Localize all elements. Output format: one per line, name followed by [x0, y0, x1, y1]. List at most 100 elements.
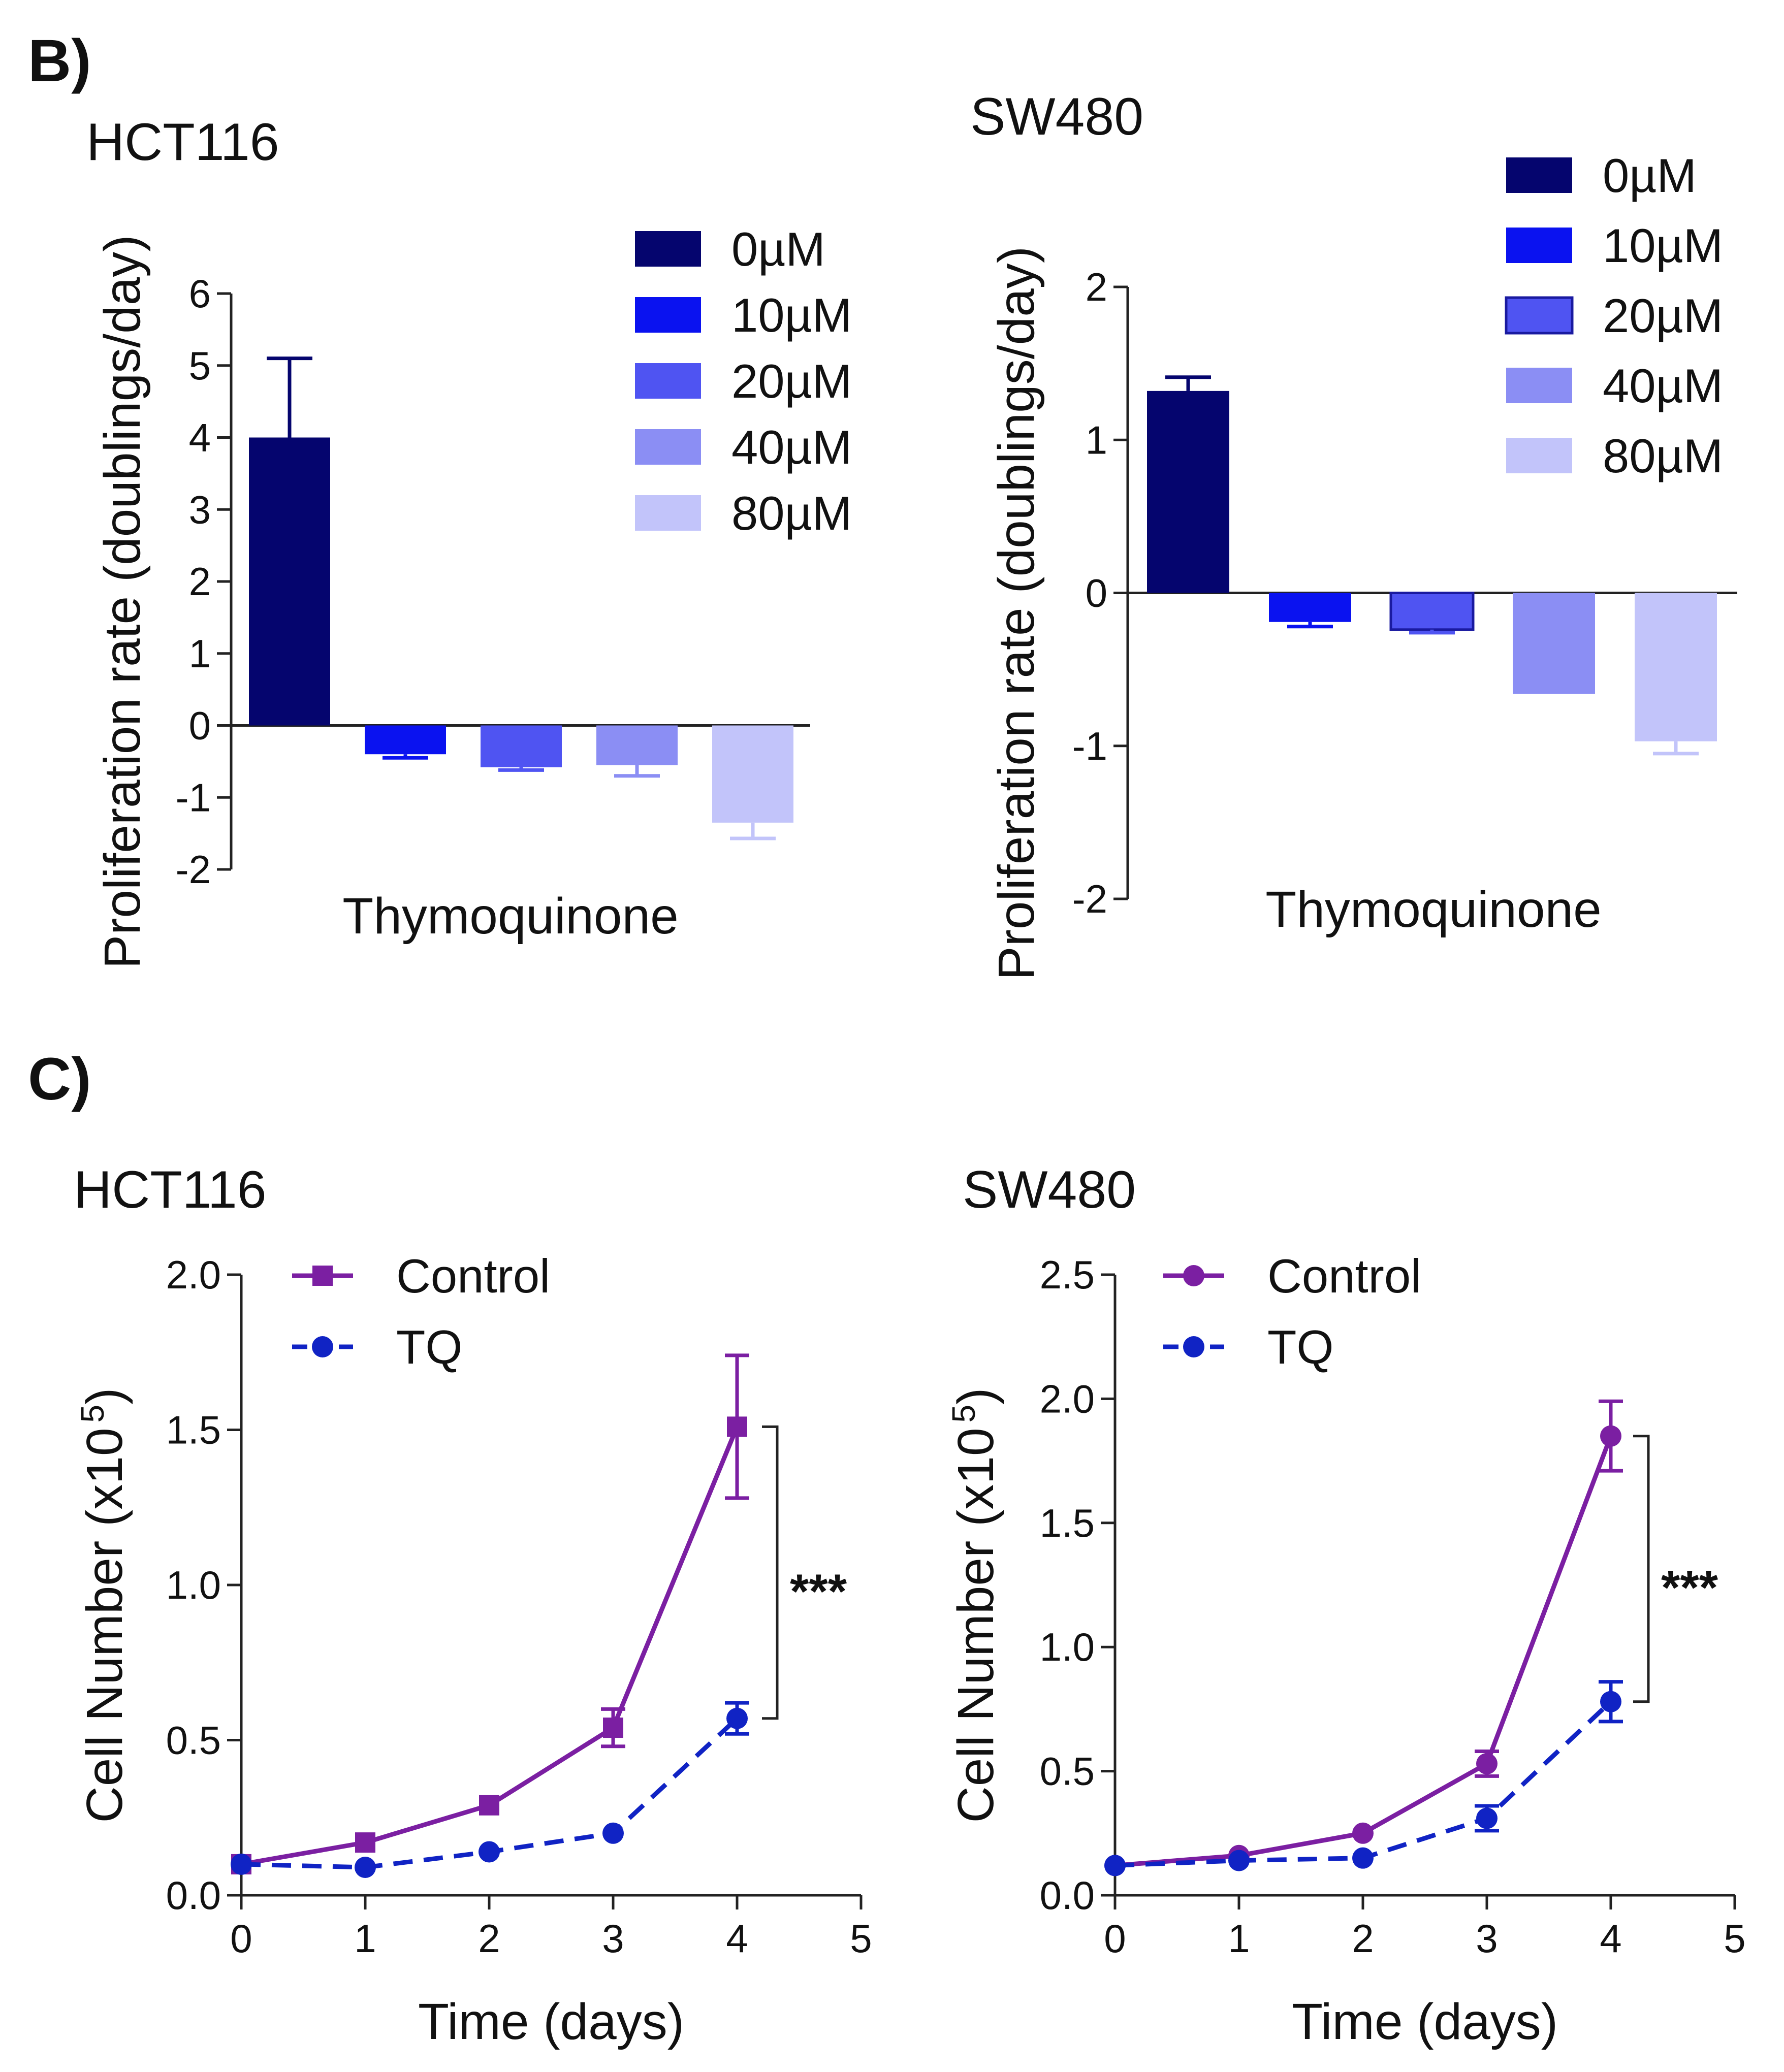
- panel-b-letter: B): [28, 27, 91, 94]
- y-tick-label: 2.0: [1040, 1376, 1095, 1421]
- x-tick-label: 2: [1352, 1916, 1374, 1961]
- legend-swatch: [635, 363, 701, 399]
- legend-swatch: [1506, 368, 1572, 403]
- x-axis-label: Thymoquinone: [342, 888, 679, 945]
- y-tick-label: 1.5: [1040, 1501, 1095, 1545]
- x-axis-label: Time (days): [418, 1993, 684, 2050]
- legend-swatch: [1506, 228, 1572, 263]
- y-axis-label-exponent: 5: [945, 1405, 982, 1423]
- y-axis-label-close: ): [947, 1388, 1004, 1405]
- tq-data-point: [1352, 1847, 1374, 1869]
- control-data-point: [603, 1718, 623, 1738]
- legend-swatch: [635, 297, 701, 333]
- y-axis-label: Proliferation rate (doublings/day): [94, 235, 151, 968]
- x-tick-label: 0: [230, 1916, 252, 1961]
- significance-bracket: [762, 1425, 779, 1720]
- legend-label: TQ: [396, 1320, 463, 1374]
- legend-swatch: [635, 495, 701, 531]
- control-data-point: [479, 1795, 499, 1816]
- chart-title: HCT116: [86, 113, 279, 172]
- x-tick-label: 5: [850, 1916, 872, 1961]
- legend-label: 0µM: [1603, 149, 1697, 202]
- control-series-line: [1114, 1435, 1613, 1868]
- y-axis-label: Proliferation rate (doublings/day): [988, 246, 1045, 980]
- y-tick-label: 1.5: [166, 1408, 221, 1452]
- legend-swatch: [635, 429, 701, 465]
- tq-data-point: [1104, 1855, 1126, 1876]
- legend-swatch: [1506, 438, 1572, 473]
- legend-label: 20µM: [1603, 289, 1723, 342]
- x-tick-label: 1: [1228, 1916, 1250, 1961]
- y-tick-label: 1.0: [1040, 1625, 1095, 1669]
- x-axis-label: Thymoquinone: [1265, 881, 1602, 938]
- y-axis-label: Cell Number (x10 5): [74, 1388, 133, 1823]
- bar: [1635, 593, 1717, 741]
- legend-label: 80µM: [731, 487, 852, 540]
- chart-title: SW480: [970, 87, 1143, 146]
- legend-label: 0µM: [731, 222, 825, 276]
- y-tick-label: 0.0: [166, 1873, 221, 1918]
- control-data-point: [1600, 1425, 1621, 1447]
- tq-data-point: [1600, 1691, 1621, 1712]
- y-tick-label: 1: [1086, 417, 1107, 462]
- x-tick-label: 0: [1104, 1916, 1126, 1961]
- y-tick-label: 2: [1086, 265, 1107, 309]
- legend-swatch: [635, 231, 701, 267]
- hct116-proliferation-bar-chart: HCT116 -2 -1 0 1 2 3 4 5 6 Proliferation rate (dou…: [86, 113, 852, 969]
- y-tick-label: 2: [189, 559, 211, 604]
- bar: [365, 725, 446, 755]
- control-data-point: [1352, 1822, 1374, 1844]
- tq-data-point: [479, 1841, 500, 1863]
- legend-marker: [1183, 1336, 1204, 1357]
- control-data-point: [355, 1832, 375, 1853]
- y-tick-label: 0.5: [166, 1718, 221, 1763]
- legend-label: 40µM: [1603, 359, 1723, 412]
- legend-label: 10µM: [1603, 219, 1723, 272]
- legend-label: 20µM: [731, 354, 852, 408]
- y-tick-label: 5: [189, 343, 211, 388]
- y-tick-label: 1.0: [166, 1563, 221, 1607]
- y-axis-label: Cell Number (x10 5): [945, 1388, 1004, 1823]
- chart-title: HCT116: [74, 1160, 267, 1219]
- tq-data-point: [355, 1857, 376, 1879]
- legend-label: Control: [396, 1249, 550, 1303]
- bar: [1513, 593, 1595, 694]
- control-data-point: [1476, 1753, 1498, 1774]
- y-tick-label: -2: [176, 847, 211, 892]
- x-tick-label: 4: [1600, 1916, 1621, 1961]
- tq-data-point: [231, 1853, 252, 1875]
- legend-swatch: [1506, 157, 1572, 193]
- y-tick-label: 2.5: [1040, 1252, 1095, 1297]
- y-tick-label: 1: [189, 631, 211, 676]
- y-axis-label-text: Cell Number (x10: [947, 1428, 1004, 1823]
- bar: [712, 725, 793, 823]
- x-tick-label: 5: [1724, 1916, 1745, 1961]
- y-tick-label: -1: [1072, 724, 1107, 768]
- y-tick-label: 3: [189, 487, 211, 532]
- significance-bracket: [1633, 1435, 1650, 1703]
- bar: [249, 437, 330, 726]
- tq-data-point: [726, 1707, 748, 1729]
- legend-marker: [1183, 1265, 1204, 1286]
- significance-marker: ***: [790, 1565, 847, 1619]
- significance-marker: ***: [1661, 1561, 1718, 1615]
- bar: [596, 725, 678, 765]
- tq-data-point: [1228, 1850, 1250, 1871]
- control-data-point: [727, 1416, 747, 1437]
- panel-c-letter: C): [28, 1046, 91, 1113]
- y-tick-label: 4: [189, 415, 211, 460]
- sw480-proliferation-bar-chart: SW480 -2 -1 0 1 2 Proliferation rate (doubling…: [970, 87, 1737, 980]
- legend-marker: [312, 1336, 333, 1357]
- y-tick-label: -2: [1072, 877, 1107, 921]
- y-axis-label-close: ): [76, 1388, 133, 1405]
- legend-label: TQ: [1267, 1320, 1334, 1374]
- y-tick-label: 6: [189, 271, 211, 316]
- bar: [481, 725, 562, 767]
- tq-data-point: [602, 1822, 624, 1844]
- y-tick-label: 0.5: [1040, 1749, 1095, 1794]
- legend-swatch: [1505, 296, 1574, 335]
- x-tick-label: 3: [602, 1916, 624, 1961]
